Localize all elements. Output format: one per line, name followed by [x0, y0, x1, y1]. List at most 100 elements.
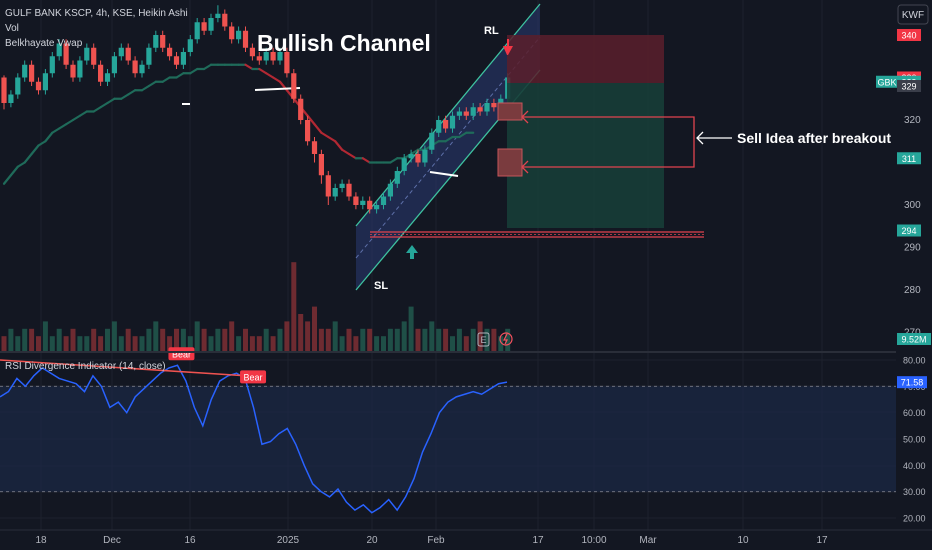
price-badge-label: 311: [902, 154, 916, 164]
volume-bar: [305, 321, 311, 351]
time-tick-label: 17: [816, 535, 828, 546]
currency-badge-label: KWF: [902, 10, 924, 21]
volume-bar: [160, 328, 166, 351]
volume-bar: [77, 336, 83, 351]
volume-bar: [360, 328, 366, 351]
candle-body: [367, 200, 373, 210]
candle-body: [236, 30, 242, 40]
volume-bar: [208, 336, 214, 351]
entry-box[interactable]: [497, 102, 523, 121]
volume-bar: [146, 328, 152, 351]
candle-body: [132, 60, 138, 74]
price-axis[interactable]: 270280290300320340330GBK3293293112949.52…: [876, 0, 932, 550]
candle-body: [118, 47, 124, 57]
price-badge: [897, 224, 921, 237]
vwap-segment: [51, 127, 61, 134]
candle-body: [201, 22, 207, 31]
sell-idea-label: Sell Idea after breakout: [737, 130, 891, 146]
candle-body: [180, 52, 186, 65]
volume-bar: [91, 328, 97, 351]
time-tick-label: Mar: [639, 535, 657, 546]
volume-bar: [484, 328, 490, 351]
candle-body: [463, 111, 469, 116]
vwap-segment: [92, 106, 102, 113]
volume-bar: [263, 328, 269, 351]
rsi-tick-label: 80.00: [903, 356, 926, 366]
candle-body: [187, 39, 193, 52]
target-box[interactable]: [497, 148, 523, 177]
trade-zone[interactable]: [370, 35, 732, 259]
indicator-vwap-label: Belkhayate Vwap: [5, 38, 83, 49]
symbol-badge: [876, 75, 898, 88]
volume-bar: [284, 321, 290, 351]
volume-bar: [477, 321, 483, 351]
price-badge: [897, 29, 921, 41]
volume-bar: [318, 328, 324, 351]
volume-bar: [408, 306, 414, 351]
vwap-segment: [189, 67, 199, 75]
candle-body: [194, 22, 200, 40]
bullish-channel-title: Bullish Channel: [257, 30, 431, 56]
arrow-head-upper: [521, 110, 529, 124]
volume-bar: [125, 328, 131, 351]
volume-bar: [325, 328, 331, 351]
dividend-lightning-icon[interactable]: [499, 332, 513, 346]
time-tick-label: 16: [184, 535, 196, 546]
vwap-segment: [203, 63, 213, 71]
rsi-tick-label: 40.00: [903, 461, 926, 471]
vwap-segment: [327, 135, 337, 143]
price-badge-label: 294: [901, 226, 916, 236]
price-tick-label: 300: [904, 200, 921, 211]
candle-body: [339, 183, 345, 188]
volume-bar: [42, 321, 48, 351]
vwap-segment: [37, 140, 47, 147]
candle-body: [15, 77, 21, 95]
vwap-segment: [23, 152, 33, 164]
volume-bar: [236, 336, 242, 351]
volume-bar: [346, 328, 352, 351]
candle-body: [229, 26, 235, 40]
candle-body: [91, 47, 97, 65]
rsi-current-label: 71.58: [901, 378, 924, 388]
candle-body: [477, 107, 483, 112]
candle-body: [332, 188, 338, 197]
candle-body: [443, 120, 449, 129]
candle-body: [104, 73, 111, 82]
volume-bar: [201, 328, 207, 351]
arrow-head-lower: [521, 160, 529, 174]
earnings-marker[interactable]: [477, 332, 490, 347]
volume-bar: [394, 328, 400, 351]
vwap-segment: [2, 174, 12, 185]
volume-bar: [291, 262, 297, 351]
volume-bar: [70, 328, 76, 351]
volume-bar: [470, 328, 476, 351]
volume-bar: [56, 328, 62, 351]
volume-bar: [436, 328, 442, 351]
candle-body: [491, 103, 497, 108]
candle-body: [270, 52, 276, 61]
candle-body: [456, 111, 462, 116]
volume-badge-label: 9.52M: [901, 335, 926, 345]
vwap-segment: [175, 72, 185, 79]
volume-bar: [401, 321, 407, 351]
candle-body: [160, 35, 166, 48]
volume-bar: [8, 328, 14, 351]
rsi-current-badge: [897, 376, 927, 389]
vwap-segment: [410, 148, 420, 156]
candle-body: [305, 120, 311, 142]
vwap-segment: [99, 101, 109, 109]
volume-bar: [443, 328, 449, 351]
vwap-segment: [147, 80, 157, 88]
rsi-tick-label: 60.00: [903, 408, 926, 418]
volume-bar: [298, 314, 304, 351]
vwap-segment: [389, 157, 399, 164]
volume-bar: [84, 336, 90, 351]
time-axis[interactable]: 18 Dec 16 2025 20 Feb 17 10:00 Mar 10 17: [0, 529, 932, 546]
symbol-badge-label: GBK: [877, 77, 896, 87]
volume-bar: [153, 321, 159, 351]
price-tick-label: 320: [904, 115, 921, 126]
currency-badge[interactable]: [897, 4, 929, 25]
candle-body: [429, 132, 435, 150]
vwap-segment: [347, 152, 357, 160]
